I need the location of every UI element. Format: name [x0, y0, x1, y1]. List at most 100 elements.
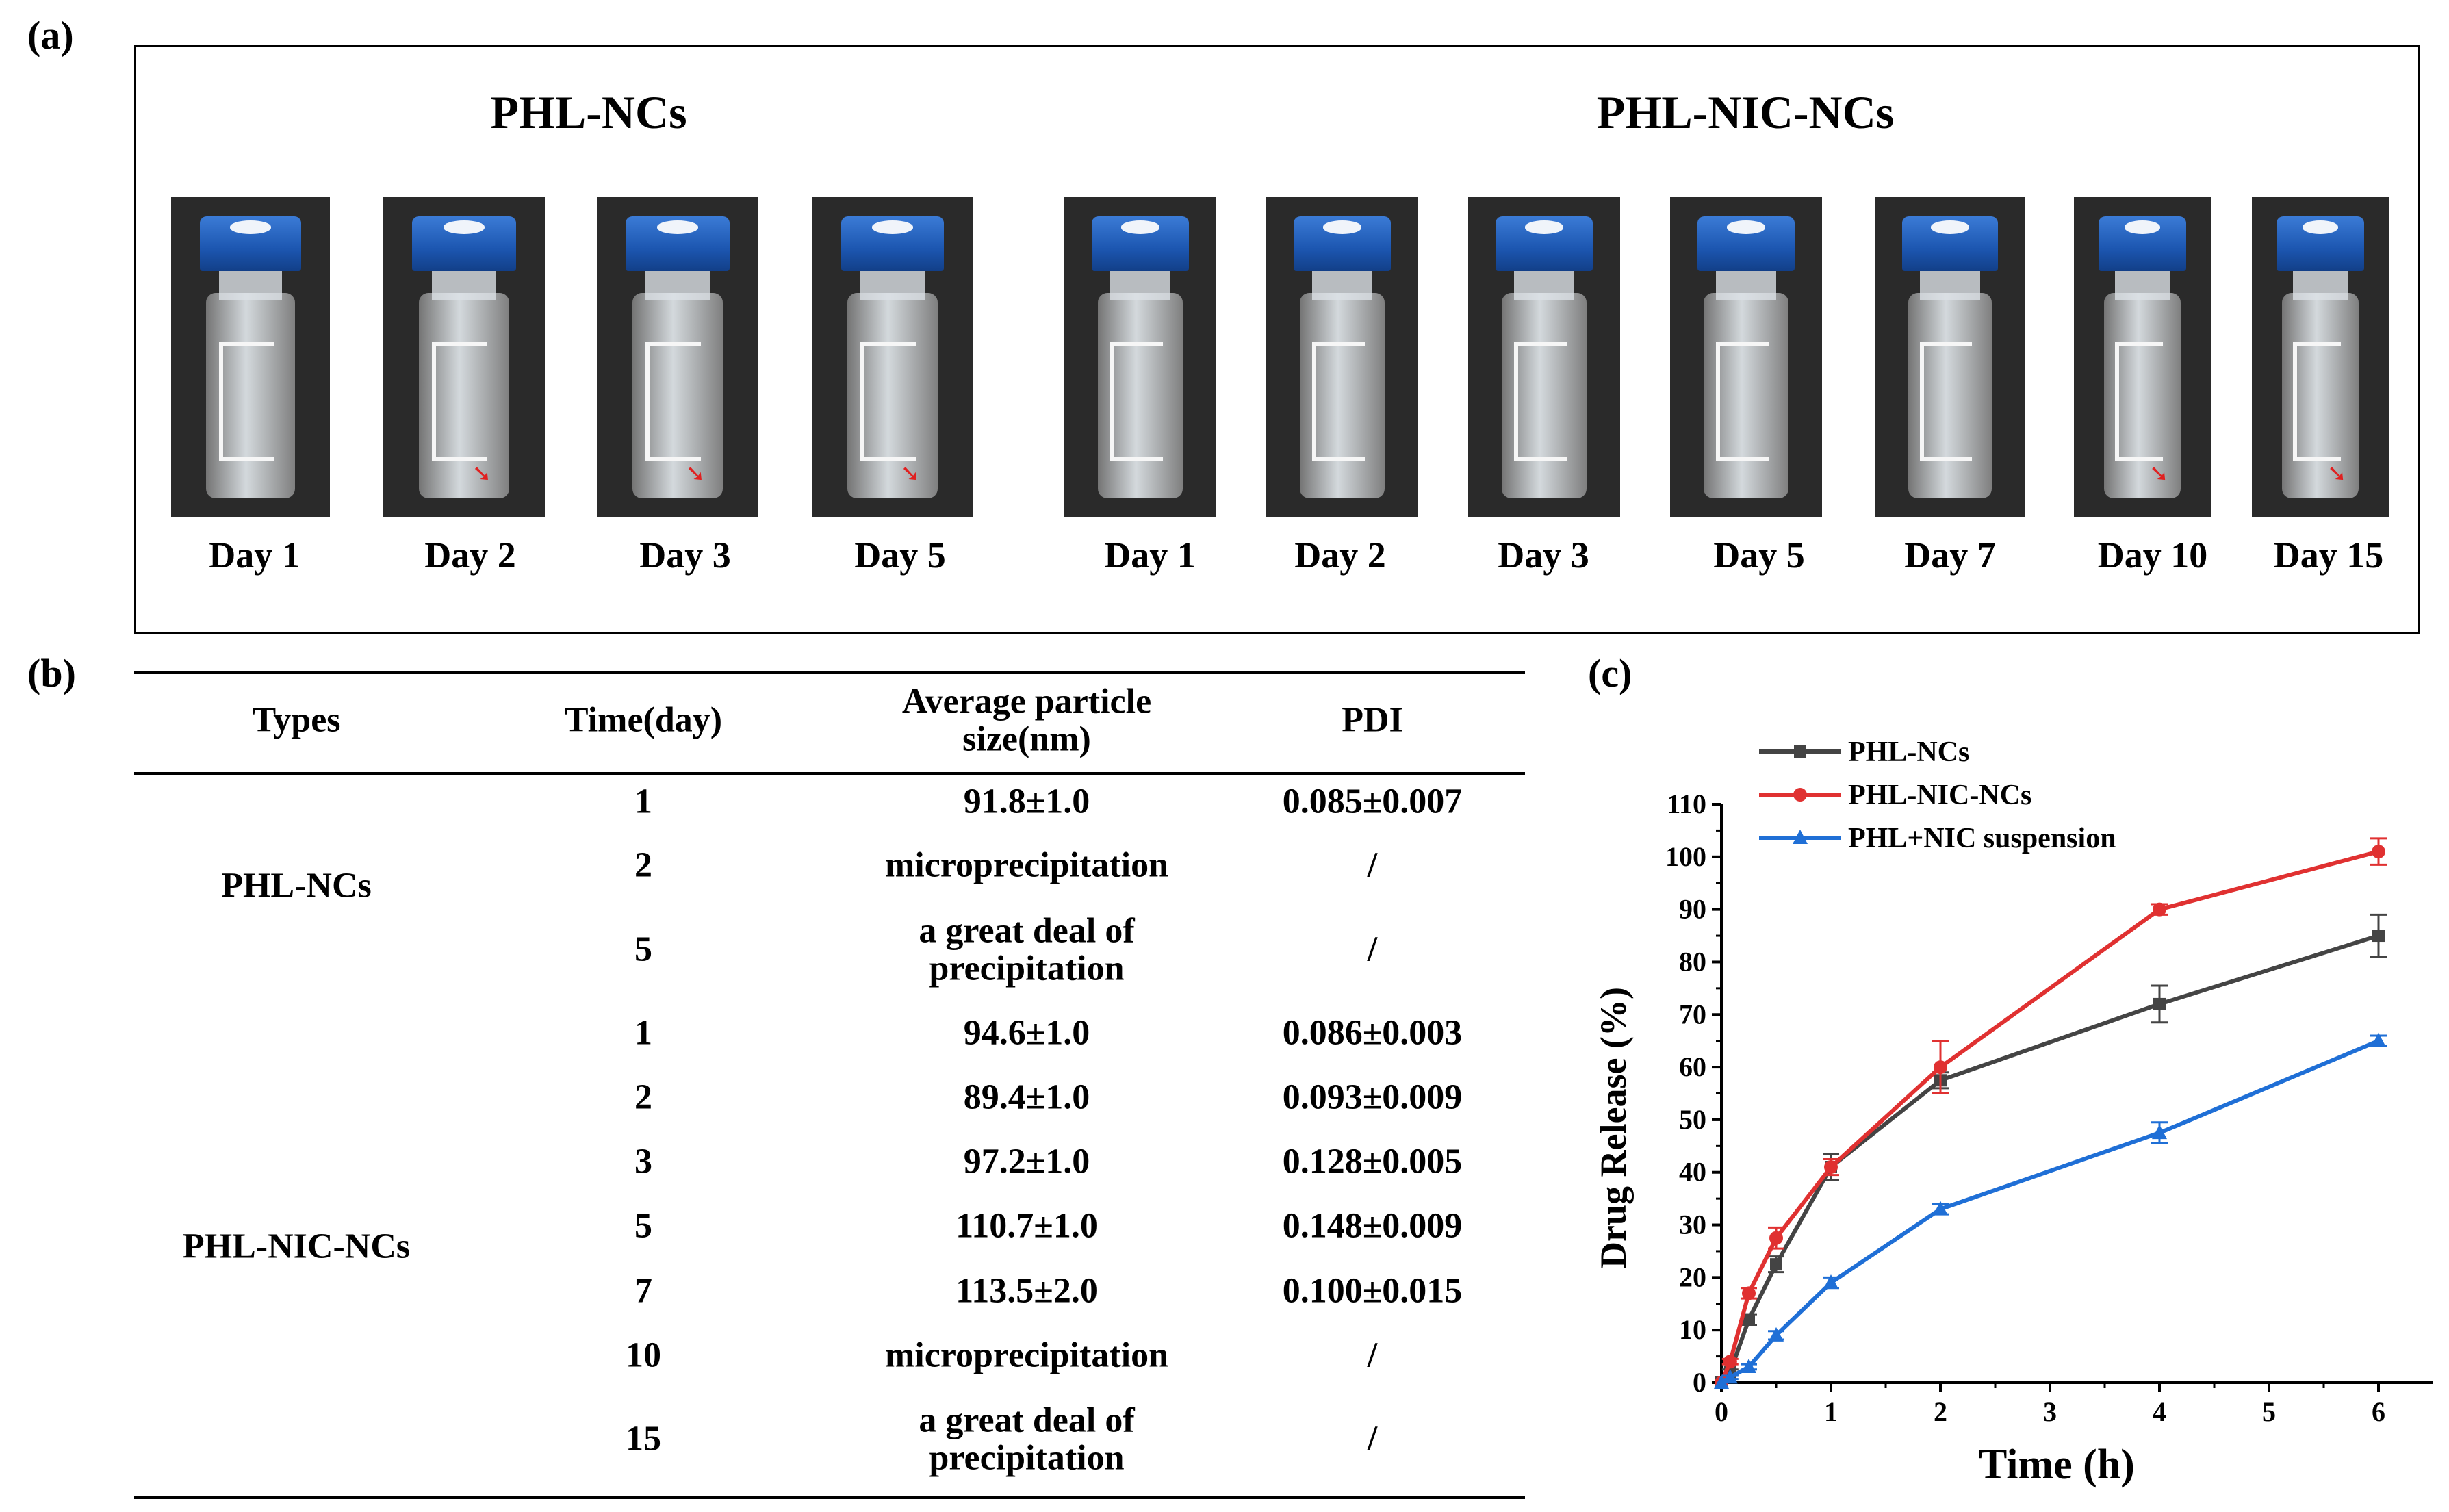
- data-point: [2372, 845, 2385, 859]
- table-cell-pdi: 0.085±0.007: [1282, 782, 1463, 821]
- y-tick-label: 90: [1679, 894, 1706, 925]
- table-cell-pdi: 0.093±0.009: [1282, 1077, 1463, 1117]
- vial-cap: [1091, 216, 1190, 271]
- table-top-rule: [134, 671, 1525, 674]
- size-line1: a great deal of: [919, 1400, 1135, 1440]
- table-cell-pdi: 0.100±0.015: [1282, 1271, 1463, 1311]
- type-phl-nic-ncs: PHL-NIC-NCs: [182, 1227, 411, 1266]
- vial-cap: [626, 216, 730, 271]
- data-point: [1824, 1160, 1838, 1175]
- vial-cap: [841, 216, 944, 271]
- table-cell-size: 89.4±1.0: [963, 1077, 1090, 1117]
- table-cell-time: 3: [634, 1142, 652, 1181]
- data-point: [1769, 1231, 1783, 1245]
- vial-photo: ➘: [812, 197, 973, 517]
- vial-graduation: [860, 341, 916, 462]
- table-cell-size: 110.7±1.0: [956, 1206, 1098, 1246]
- vial-photo: [1875, 197, 2025, 517]
- vial-photo-panel: [134, 45, 2420, 634]
- table-cell-time: 5: [634, 1206, 652, 1246]
- vial-cap: [2277, 216, 2364, 271]
- vial-graduation: [1311, 341, 1365, 462]
- y-tick-label: 100: [1665, 841, 1706, 872]
- legend-marker: [1794, 745, 1806, 758]
- x-tick-label: 3: [2043, 1396, 2057, 1427]
- table-cell-size: 113.5±2.0: [956, 1271, 1098, 1311]
- x-tick-label: 1: [1824, 1396, 1838, 1427]
- table-header-rule: [134, 772, 1525, 775]
- series-line: [1720, 1038, 2380, 1385]
- table-cell-pdi: 0.128±0.005: [1282, 1142, 1463, 1181]
- table-cell-pdi: /: [1367, 930, 1378, 969]
- table-cell-pdi: /: [1367, 1419, 1378, 1459]
- day-label: Day 5: [854, 535, 946, 576]
- series-line: [1719, 934, 2379, 1384]
- data-point: [1722, 1369, 1738, 1384]
- legend-marker: [1793, 788, 1807, 802]
- vial-cap: [2099, 216, 2186, 271]
- x-tick-label: 0: [1715, 1396, 1728, 1427]
- panel-label-c: (c): [1588, 651, 1632, 695]
- vial-photo: [1468, 197, 1620, 517]
- data-point: [1741, 1358, 1756, 1373]
- table-cell-size: a great deal of precipitation: [919, 912, 1134, 987]
- header-pdi: PDI: [1342, 700, 1403, 740]
- day-label: Day 2: [1294, 535, 1386, 576]
- data-point: [1723, 1355, 1737, 1369]
- y-tick-label: 10: [1679, 1314, 1706, 1345]
- precipitate-arrow-icon: ➘: [2149, 459, 2169, 487]
- table-cell-size: 91.8±1.0: [963, 782, 1090, 821]
- data-point: [2153, 997, 2166, 1010]
- table-bottom-rule: [134, 1496, 1525, 1499]
- precipitate-arrow-icon: ➘: [2327, 459, 2347, 487]
- precipitate-arrow-icon: ➘: [900, 459, 921, 487]
- day-label: Day 2: [424, 535, 516, 576]
- data-point: [1933, 1201, 1948, 1216]
- y-tick-label: 50: [1679, 1104, 1706, 1135]
- header-time: Time(day): [564, 700, 723, 740]
- day-label: Day 10: [2097, 535, 2208, 576]
- header-types: Types: [252, 700, 341, 740]
- precipitate-arrow-icon: ➘: [685, 459, 706, 487]
- panel-label-a: (a): [27, 13, 74, 57]
- vial-graduation: [1110, 341, 1163, 462]
- table-cell-size: microprecipitation: [884, 1335, 1169, 1375]
- vial-cap: [1293, 216, 1392, 271]
- vial-photo: [1670, 197, 1822, 517]
- header-size-line1: Average particle: [901, 682, 1152, 721]
- data-point: [1742, 1286, 1756, 1300]
- day-label: Day 3: [1498, 535, 1589, 576]
- header-size: Average particle size(nm): [902, 683, 1151, 758]
- day-label: Day 5: [1713, 535, 1805, 576]
- group-title-phl-nic-ncs: PHL-NIC-NCs: [1596, 86, 1895, 138]
- day-label: Day 1: [209, 535, 300, 576]
- vial-graduation: [1513, 341, 1567, 462]
- data-point: [1934, 1060, 1947, 1075]
- vial-photo: ➘: [383, 197, 545, 517]
- x-tick-label: 4: [2153, 1396, 2166, 1427]
- vial-photo: ➘: [2252, 197, 2389, 517]
- day-label: Day 7: [1904, 535, 1996, 576]
- y-tick-label: 60: [1679, 1051, 1706, 1082]
- day-label: Day 1: [1104, 535, 1196, 576]
- data-point: [1770, 1258, 1782, 1271]
- table-cell-time: 10: [626, 1335, 661, 1375]
- y-tick-label: 30: [1679, 1209, 1706, 1240]
- table-cell-pdi: 0.086±0.003: [1282, 1013, 1463, 1053]
- table-cell-pdi: /: [1367, 845, 1378, 885]
- day-label: Day 3: [639, 535, 731, 576]
- vial-graduation: [645, 341, 702, 462]
- data-point: [1769, 1327, 1784, 1342]
- y-axis-label: Drug Release (%): [1593, 987, 1634, 1268]
- table-cell-size: 94.6±1.0: [963, 1013, 1090, 1053]
- vial-graduation: [218, 341, 274, 462]
- data-point: [2153, 902, 2166, 917]
- size-line2: precipitation: [929, 949, 1125, 988]
- x-tick-label: 5: [2262, 1396, 2276, 1427]
- table-cell-time: 7: [634, 1271, 652, 1311]
- data-point: [2372, 930, 2385, 943]
- vial-photo: [171, 197, 330, 517]
- table-cell-pdi: 0.148±0.009: [1282, 1206, 1463, 1246]
- vial-photo: ➘: [2074, 197, 2211, 517]
- header-size-line2: size(nm): [962, 719, 1091, 758]
